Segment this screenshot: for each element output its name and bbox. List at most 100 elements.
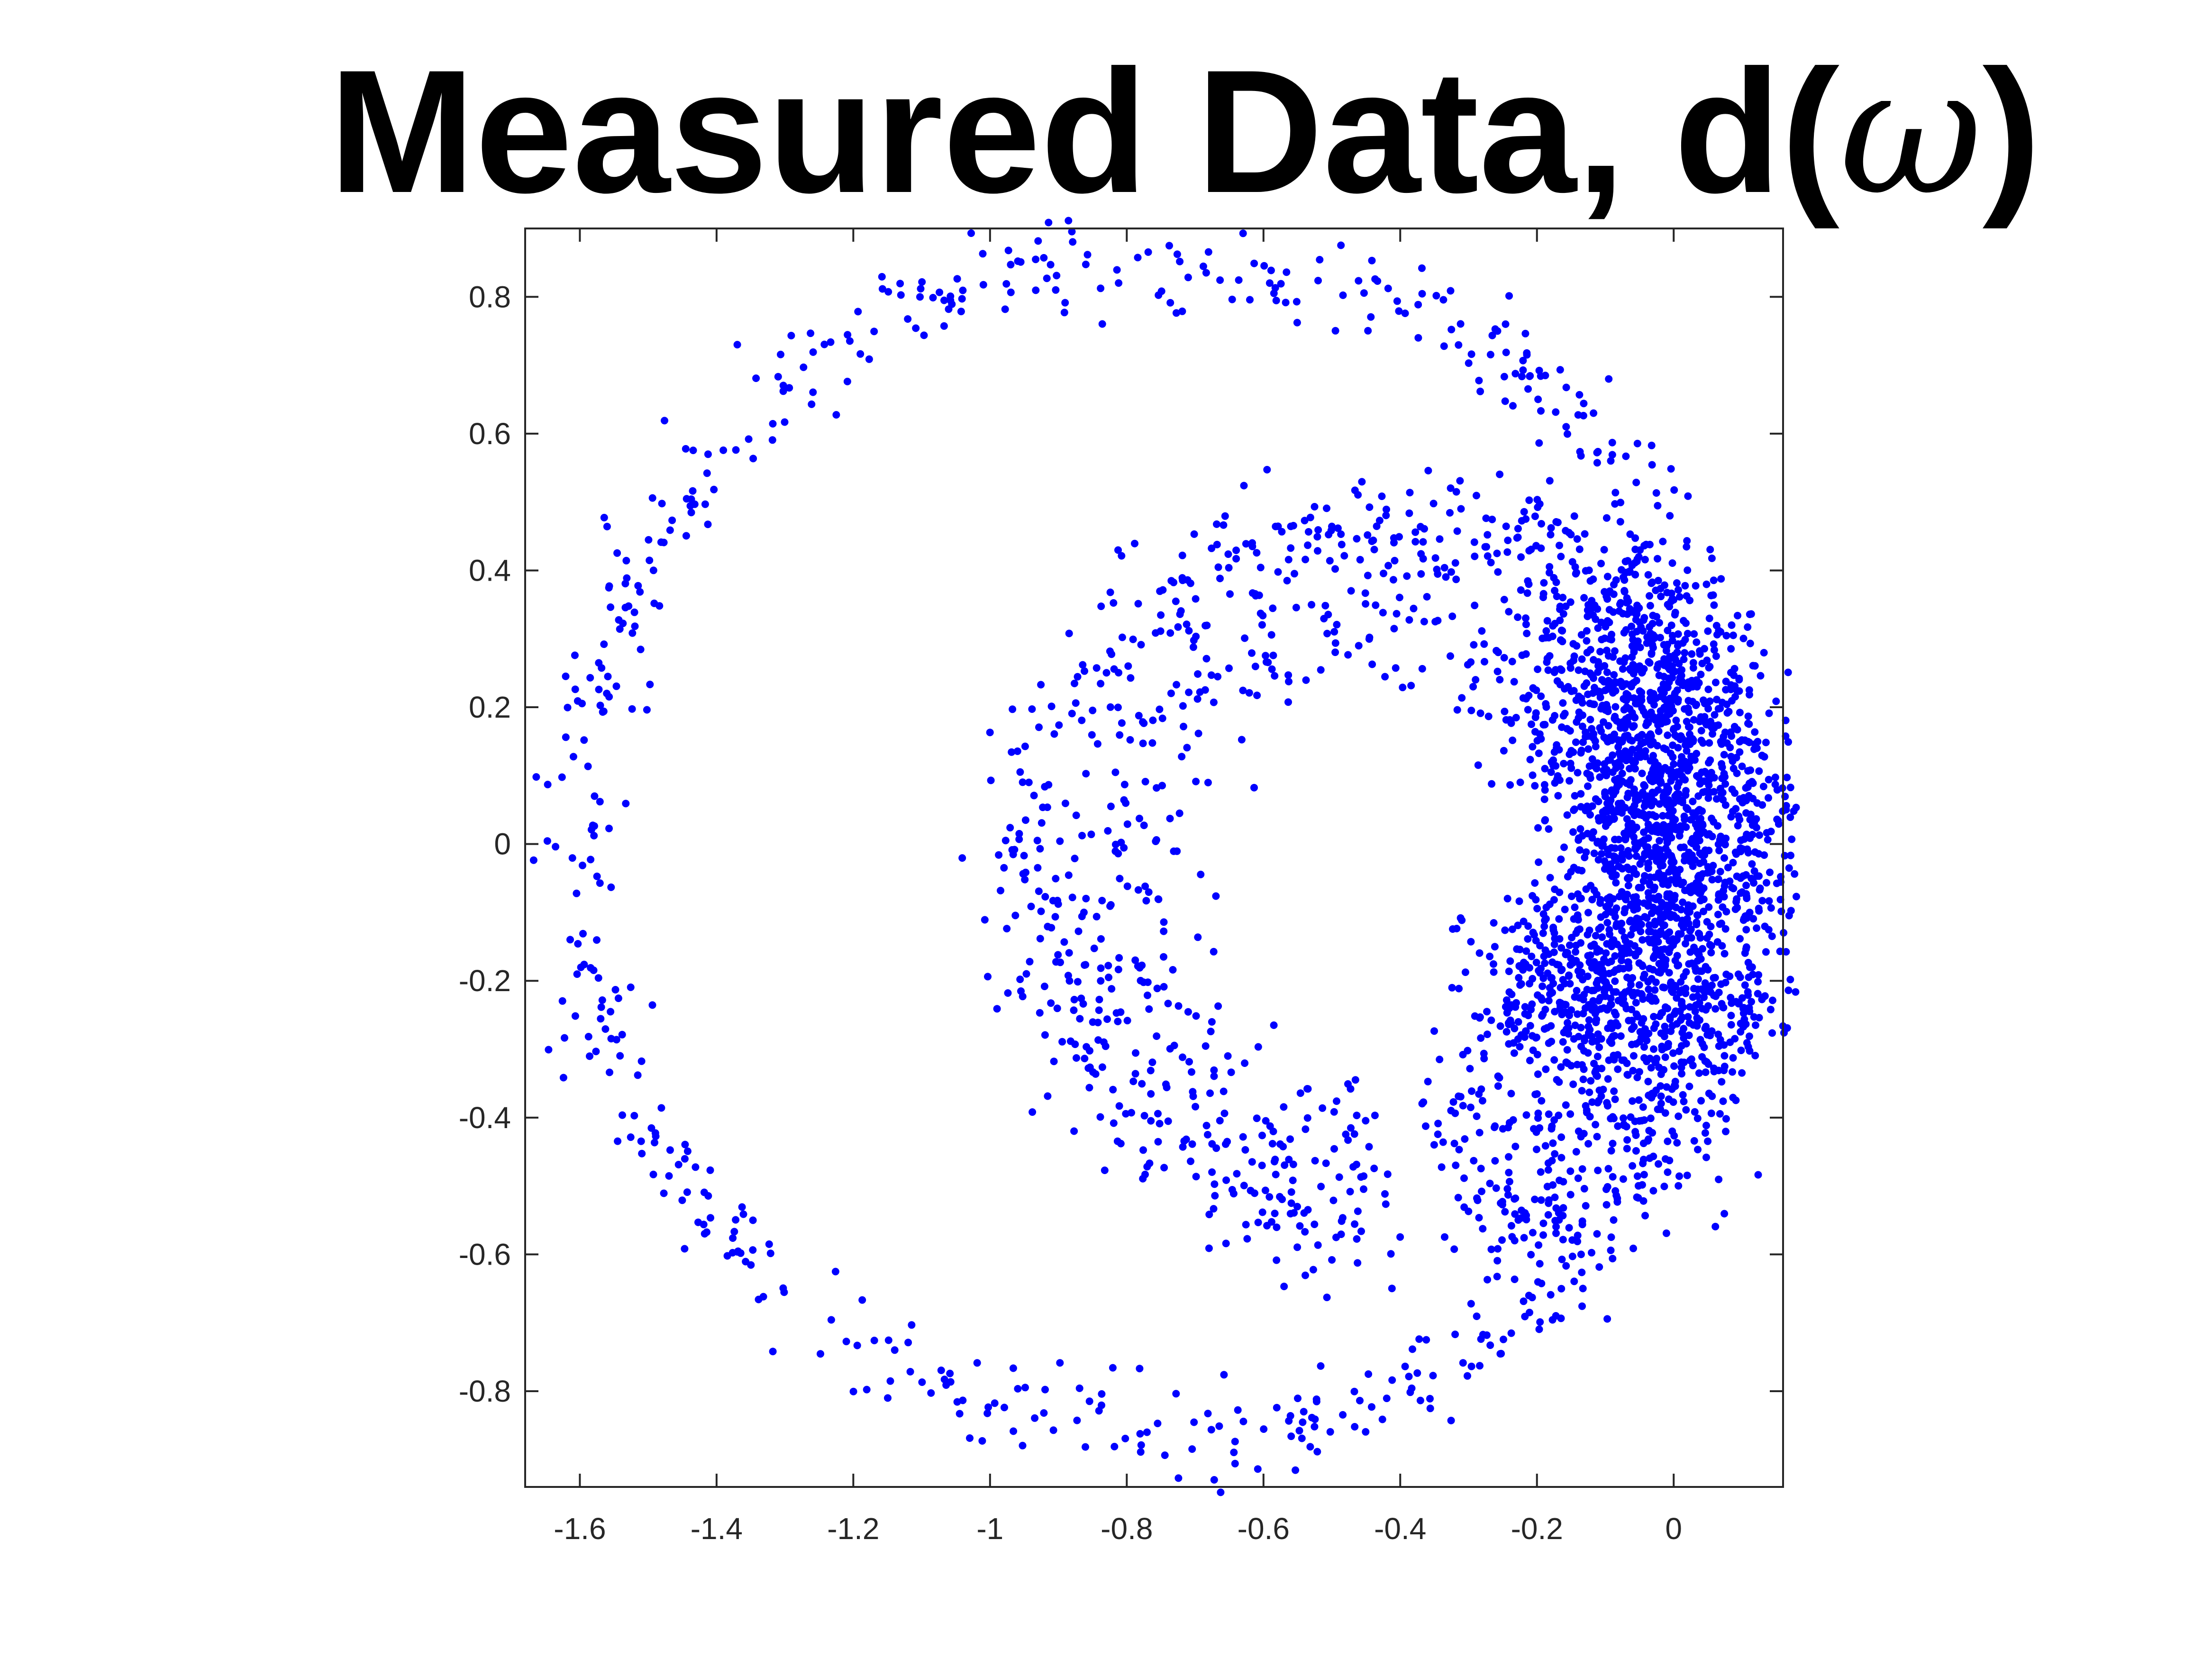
data-point (1701, 1129, 1709, 1137)
data-point (1696, 780, 1704, 788)
data-point (1426, 1404, 1434, 1413)
y-tick-label: 0.2 (469, 690, 511, 724)
data-point (1601, 760, 1608, 768)
data-point (1502, 320, 1510, 328)
data-point (1686, 908, 1693, 916)
data-point (780, 1288, 788, 1296)
data-point (1215, 1422, 1223, 1430)
data-point (1605, 969, 1613, 977)
data-point (1638, 1117, 1646, 1125)
data-point (1439, 296, 1447, 304)
data-point (1539, 590, 1547, 598)
data-point (1657, 1100, 1665, 1108)
data-point (1684, 492, 1692, 500)
data-point (562, 733, 570, 741)
data-point (1629, 1097, 1636, 1105)
data-point (1562, 527, 1570, 535)
data-point (1202, 269, 1210, 277)
data-point (1035, 723, 1043, 731)
data-point (1693, 749, 1701, 757)
data-point (1440, 342, 1448, 350)
data-point (603, 690, 611, 697)
data-point (1583, 637, 1591, 645)
data-point (1220, 1371, 1228, 1379)
data-point (1293, 1243, 1302, 1251)
data-point (1032, 255, 1040, 264)
data-point (906, 1367, 914, 1376)
data-point (683, 495, 691, 503)
data-point (1689, 659, 1697, 667)
data-point (1053, 272, 1061, 280)
data-point (1597, 913, 1605, 921)
data-point (1547, 531, 1555, 538)
data-point (1511, 1142, 1520, 1150)
data-point (1535, 1325, 1543, 1333)
data-point (1668, 632, 1676, 639)
data-point (1581, 854, 1589, 861)
data-point (1556, 602, 1564, 611)
data-point (1074, 927, 1083, 935)
data-point (1568, 1252, 1576, 1260)
data-point (1664, 1137, 1672, 1145)
data-point (912, 324, 920, 332)
data-point (1638, 961, 1646, 969)
data-point (600, 514, 608, 521)
data-point (1638, 990, 1645, 998)
data-point (1020, 852, 1028, 860)
data-point (1716, 867, 1724, 875)
data-point (1542, 703, 1550, 711)
data-point (1466, 1065, 1474, 1073)
data-point (1682, 619, 1690, 627)
data-point (1178, 551, 1186, 559)
data-point (1556, 1176, 1563, 1185)
data-point (1611, 760, 1620, 768)
data-point (1627, 981, 1635, 989)
data-point (1497, 1349, 1505, 1358)
data-point (946, 1369, 954, 1377)
data-point (1704, 1137, 1712, 1145)
data-point (1016, 975, 1024, 984)
data-point (1430, 1141, 1438, 1149)
data-point (1768, 996, 1776, 1004)
data-point (1710, 774, 1718, 782)
data-point (1510, 1039, 1518, 1047)
data-point (597, 1003, 605, 1011)
data-point (1606, 678, 1614, 686)
data-point (573, 970, 581, 978)
data-point (1240, 482, 1248, 490)
data-point (1248, 1158, 1256, 1166)
data-point (1768, 1029, 1776, 1037)
data-point (1647, 1114, 1655, 1122)
data-point (734, 1247, 742, 1255)
data-point (1552, 1204, 1560, 1212)
data-point (1732, 754, 1740, 762)
data-point (1737, 1047, 1745, 1054)
data-point (1539, 929, 1547, 937)
data-point (1727, 1021, 1735, 1029)
data-point (1670, 760, 1678, 768)
data-point (1621, 804, 1629, 811)
data-point (1638, 749, 1646, 757)
data-point (1422, 1336, 1430, 1344)
data-point (1519, 356, 1527, 365)
data-point (1602, 766, 1611, 774)
data-point (1713, 938, 1721, 946)
data-point (1644, 978, 1652, 986)
data-point (1284, 556, 1293, 564)
data-point (1302, 1271, 1309, 1279)
data-point (1001, 1404, 1008, 1412)
data-point (1681, 886, 1689, 894)
data-point (1465, 359, 1473, 367)
data-point (1239, 1417, 1247, 1425)
data-point (1455, 984, 1463, 993)
data-point (1456, 320, 1465, 328)
data-point (1689, 1061, 1697, 1069)
data-point (953, 275, 961, 283)
data-point (1674, 783, 1681, 791)
data-point (1544, 1166, 1552, 1174)
data-point (1141, 882, 1149, 890)
data-point (1765, 897, 1773, 905)
data-point (1214, 1002, 1222, 1010)
data-point (1649, 738, 1657, 746)
data-point (1448, 612, 1456, 620)
